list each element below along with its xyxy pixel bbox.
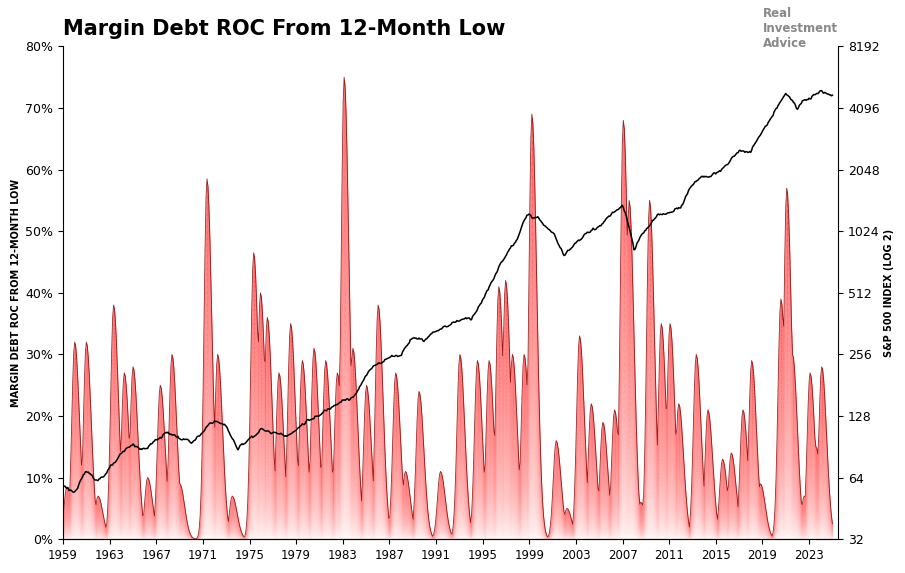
Text: Margin Debt ROC From 12-Month Low: Margin Debt ROC From 12-Month Low	[63, 19, 505, 40]
Text: Real
Investment
Advice: Real Investment Advice	[763, 7, 838, 50]
Y-axis label: S&P 500 INDEX (LOG 2): S&P 500 INDEX (LOG 2)	[884, 229, 894, 357]
Y-axis label: MARGIN DEBT ROC FROM 12-MONTH LOW: MARGIN DEBT ROC FROM 12-MONTH LOW	[11, 179, 21, 407]
